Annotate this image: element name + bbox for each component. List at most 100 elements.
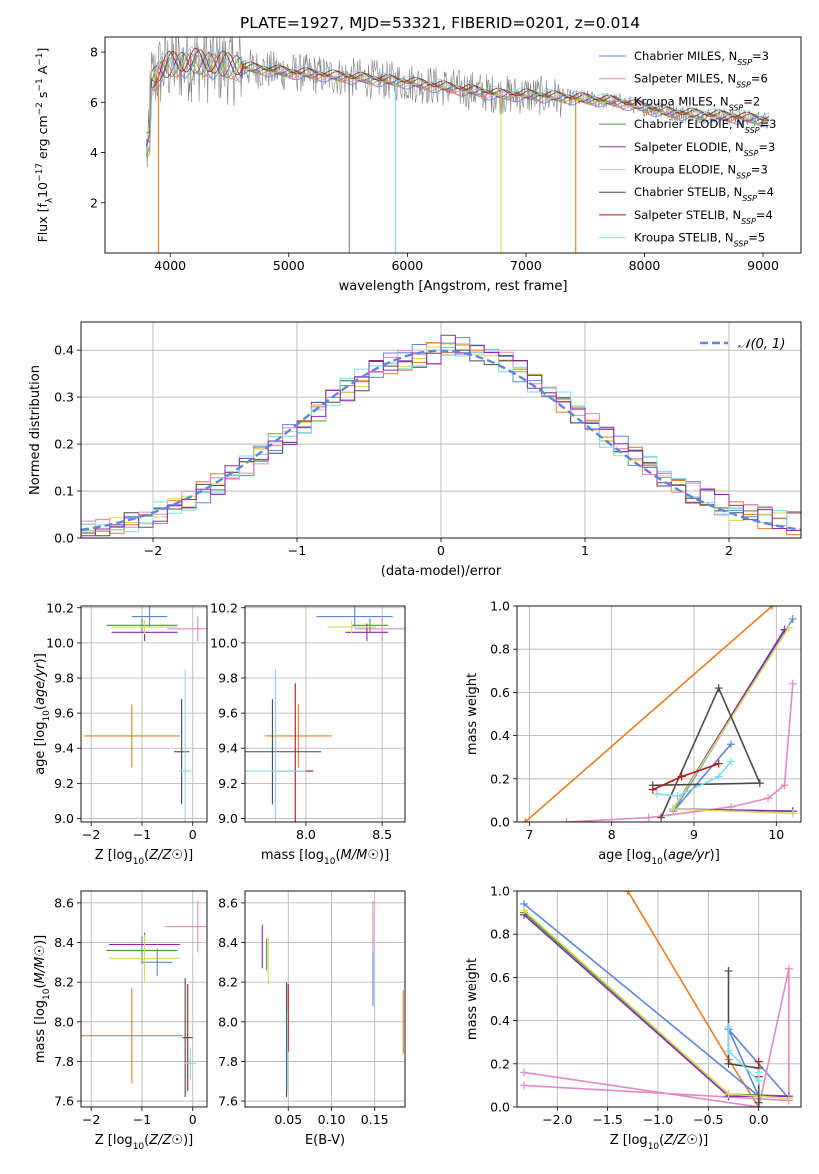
legend-label-chabrier-elodie: Chabrier ELODIE, NSSP=3 bbox=[634, 117, 776, 135]
x-tick-label: 0.0 bbox=[749, 1112, 769, 1127]
y-tick-label: 6 bbox=[90, 95, 98, 110]
weight-series-kroupa-stelib bbox=[652, 757, 736, 801]
weight-series-kroupa-stelib bbox=[724, 1023, 763, 1086]
y-tick-label: 9.2 bbox=[218, 776, 238, 791]
x-tick-label: 0.10 bbox=[318, 1112, 346, 1127]
weight-marker bbox=[724, 1059, 733, 1068]
x-tick-label: 0 bbox=[437, 543, 445, 558]
y-tick-label: 8.0 bbox=[218, 1014, 238, 1029]
y-tick-label: 9.4 bbox=[218, 741, 238, 756]
errorbar-chabrier-stelib bbox=[245, 699, 322, 805]
x-tick-label: −1 bbox=[133, 1112, 151, 1127]
x-tick-label: 6000 bbox=[391, 258, 423, 273]
weight-marker bbox=[623, 891, 632, 895]
x-tick-label: 0 bbox=[189, 1112, 197, 1127]
model-spectrum-salpeter-elodie bbox=[146, 51, 770, 147]
spectrum-axes: 4000 5000 6000 7000 8000 9000 2 4 6 8 wavelength [… bbox=[35, 36, 802, 294]
mass-vs-Z-frame bbox=[80, 890, 208, 1108]
legend-label-salpeter-elodie: Salpeter ELODIE, NSSP=3 bbox=[634, 140, 775, 158]
x-tick-label: 8 bbox=[608, 827, 616, 842]
weight-marker bbox=[784, 964, 793, 973]
errorbar-chabrier-elodie bbox=[351, 618, 389, 633]
y-tick-label: 7.8 bbox=[54, 1054, 74, 1069]
weight-marker bbox=[727, 757, 736, 766]
figure-title: PLATE=1927, MJD=53321, FIBERID=0201, z=0… bbox=[240, 14, 640, 32]
y-tick-label: 0.4 bbox=[490, 1013, 510, 1028]
y-axis-label: mass weight bbox=[465, 958, 480, 1040]
age-vs-mass-plot-area bbox=[245, 606, 405, 822]
x-tick-label: 8.5 bbox=[372, 827, 392, 842]
y-tick-label: 2 bbox=[90, 195, 98, 210]
x-axis-label: wavelength [Angstrom, rest frame] bbox=[339, 279, 568, 294]
mass-vs-ebv-axes: 0.05 0.10 0.15 7.6 7.8 8.0 8.2 8.4 8.6 E(B-V) bbox=[218, 890, 406, 1148]
massweight-vs-Z-frame bbox=[516, 890, 802, 1108]
x-axis-label: Z [log10(Z/Z☉)] bbox=[95, 1133, 193, 1152]
x-axis-label: Z [log10(Z/Z☉)] bbox=[610, 1133, 708, 1152]
weight-marker bbox=[754, 1077, 763, 1086]
y-tick-label: 0.2 bbox=[490, 1056, 510, 1071]
x-tick-label: 9000 bbox=[747, 258, 779, 273]
weight-line bbox=[727, 1027, 760, 1084]
y-tick-label: 8 bbox=[90, 45, 98, 60]
y-tick-label: 10.0 bbox=[46, 635, 74, 650]
x-axis-label: E(B-V) bbox=[305, 1133, 345, 1148]
mass-vs-Z-plot-area bbox=[81, 900, 207, 1098]
weight-series-kroupa-elodie bbox=[520, 906, 793, 1103]
x-tick-label: 1 bbox=[581, 543, 589, 558]
weight-line bbox=[524, 606, 773, 822]
weight-marker bbox=[644, 813, 653, 822]
weight-marker bbox=[755, 779, 764, 788]
weight-marker bbox=[657, 813, 666, 822]
spectrum-plot-area bbox=[146, 37, 770, 253]
x-tick-label: 0 bbox=[189, 827, 197, 842]
x-tick-label: −2 bbox=[82, 827, 100, 842]
weight-marker bbox=[520, 1068, 529, 1077]
y-tick-label: 9.8 bbox=[218, 671, 238, 686]
y-tick-label: 8.6 bbox=[218, 895, 238, 910]
y-tick-label: 9.6 bbox=[54, 706, 74, 721]
y-tick-label: 9.0 bbox=[218, 811, 238, 826]
x-tick-label: −2 bbox=[82, 1112, 100, 1127]
massweight-vs-Z-plot-area bbox=[520, 891, 793, 1107]
errorbar-salpeter-stelib bbox=[182, 984, 193, 1092]
x-tick-label: −0.5 bbox=[693, 1112, 723, 1127]
y-tick-label: 8.2 bbox=[54, 975, 74, 990]
legend-label-kroupa-elodie: Kroupa ELODIE, NSSP=3 bbox=[634, 163, 768, 181]
errorbar-kroupa-stelib bbox=[179, 669, 192, 822]
spectrum-legend: Chabrier MILES, NSSP=3 Salpeter MILES, NS… bbox=[599, 49, 776, 248]
massweight-vs-age-frame bbox=[516, 605, 802, 823]
legend-label-kroupa-miles: Kroupa MILES, NSSP=2 bbox=[634, 94, 760, 112]
mass-vs-ebv-frame bbox=[244, 890, 406, 1108]
legend-label-salpeter-miles: Salpeter MILES, NSSP=6 bbox=[634, 72, 768, 90]
x-tick-label: 7000 bbox=[510, 258, 542, 273]
y-tick-label: 9.2 bbox=[54, 776, 74, 791]
weight-marker bbox=[784, 1094, 793, 1103]
weight-marker bbox=[669, 805, 678, 814]
legend-label-kroupa-stelib: Kroupa STELIB, NSSP=5 bbox=[634, 231, 765, 249]
x-tick-label: −1.5 bbox=[592, 1112, 622, 1127]
y-tick-label: 0.2 bbox=[490, 771, 510, 786]
legend-label-chabrier-miles: Chabrier MILES, NSSP=3 bbox=[634, 49, 769, 67]
weight-line bbox=[566, 683, 794, 822]
weight-marker bbox=[521, 818, 530, 822]
weight-series-kroupa-miles bbox=[623, 891, 763, 1107]
errorbar-chabrier-stelib bbox=[173, 699, 190, 805]
x-axis-label: mass [log10(M/M☉)] bbox=[261, 848, 389, 867]
errorbar-salpeter-miles bbox=[164, 900, 207, 953]
y-tick-label: 0.4 bbox=[54, 343, 74, 358]
weight-marker bbox=[724, 1090, 733, 1099]
x-tick-label: −1.0 bbox=[643, 1112, 673, 1127]
x-tick-label: 0.05 bbox=[274, 1112, 302, 1127]
y-tick-label: 10.2 bbox=[210, 600, 238, 615]
weight-marker bbox=[768, 606, 777, 610]
y-tick-label: 9.0 bbox=[54, 811, 74, 826]
x-tick-label: 10 bbox=[768, 827, 784, 842]
residuals-axes: −2 −1 0 1 2 0.0 0.1 0.2 0.3 0.4 (data-model)/error… bbox=[28, 321, 802, 579]
x-axis-label: age [log10(age/yr)] bbox=[598, 848, 720, 867]
errorbar-chabrier-elodie bbox=[106, 936, 178, 965]
weight-marker bbox=[784, 623, 793, 632]
weight-marker bbox=[714, 684, 723, 693]
y-tick-label: 7.6 bbox=[218, 1094, 238, 1109]
weight-marker bbox=[562, 818, 571, 822]
